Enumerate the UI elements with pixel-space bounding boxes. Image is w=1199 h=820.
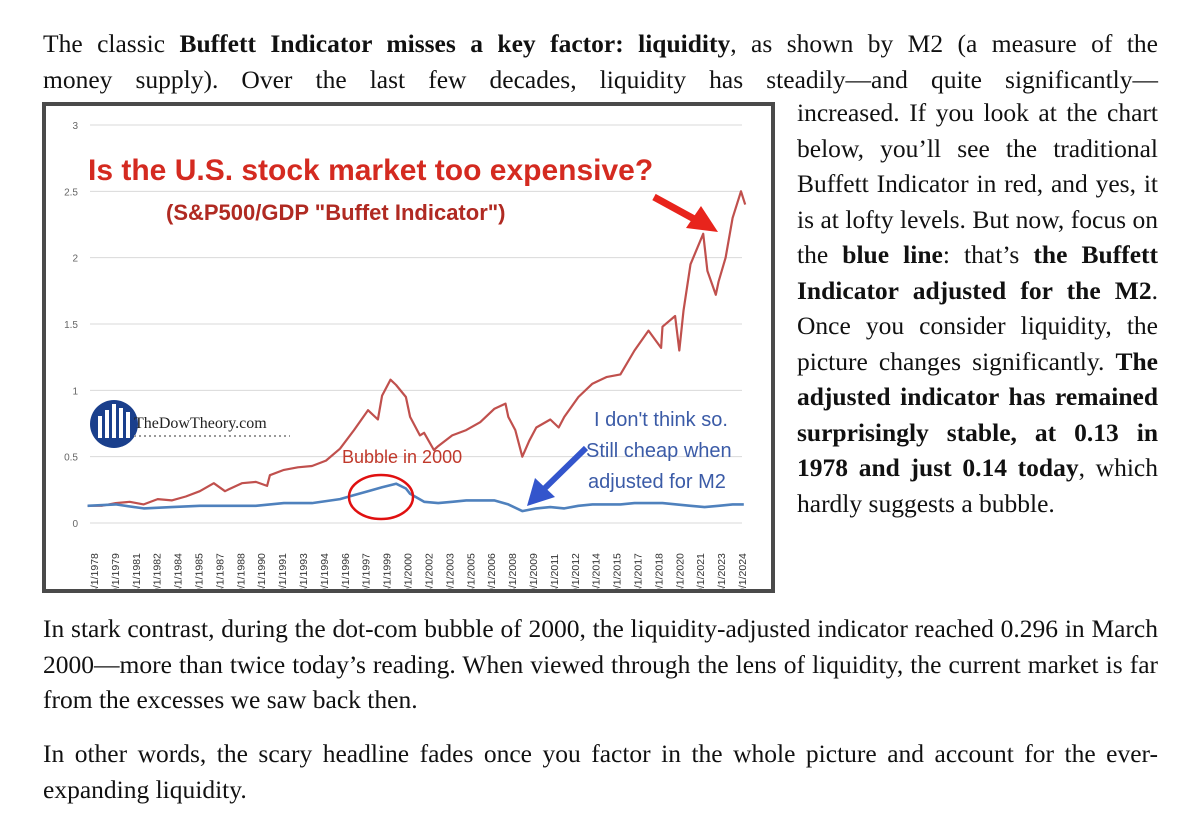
x-tick-label: 9/1/1979	[110, 553, 122, 589]
series-line-m2-adjusted	[87, 482, 744, 513]
x-tick-label: 9/1/1994	[319, 553, 331, 589]
y-tick-label: 0.5	[64, 453, 78, 464]
cheap-annotation-line-3: adjusted for M2	[588, 471, 726, 493]
x-tick-label: 9/1/1982	[152, 553, 164, 589]
cheap-annotation-line-1: I don't think so.	[594, 409, 728, 431]
y-tick-label: 1	[72, 386, 78, 397]
intro-line-2: money supply). Over the last few decades…	[43, 64, 1158, 94]
x-tick-label: 3/1/2020	[674, 553, 686, 589]
red-arrow-icon	[652, 193, 718, 232]
chart-title: Is the U.S. stock market too expensive?	[88, 154, 653, 187]
x-tick-label: 9/1/1985	[194, 553, 206, 589]
buffett-indicator-chart: 0 0.5 1 1.5 2 2.5 3 3/1/1978 9/1/1979 3/1/1981 9/…	[42, 102, 775, 593]
x-tick-label: 9/1/2015	[612, 553, 624, 589]
intro-line-1: The classic Buffett Indicator misses a k…	[43, 29, 1158, 58]
x-tick-label: 9/1/1988	[235, 553, 247, 589]
chart-canvas: 0 0.5 1 1.5 2 2.5 3 3/1/1978 9/1/1979 3/1/1981 9/…	[64, 121, 749, 589]
x-tick-label: 3/1/1996	[340, 553, 352, 589]
x-tick-label: 3/1/2005	[465, 553, 477, 589]
y-axis-ticks: 0 0.5 1 1.5 2 2.5 3	[64, 121, 78, 530]
x-tick-label: 9/1/2012	[570, 553, 582, 589]
x-tick-label: 9/1/2021	[695, 553, 707, 589]
series-line-sp500-gdp	[87, 190, 747, 507]
y-tick-label: 3	[72, 121, 78, 132]
x-tick-label: 9/1/2009	[528, 553, 540, 589]
x-tick-label: 3/1/2014	[591, 553, 603, 589]
x-tick-label: 3/1/2011	[549, 554, 561, 589]
y-tick-label: 2	[72, 254, 78, 265]
x-tick-label: 3/1/1999	[382, 553, 394, 589]
dowtheory-logo: TheDowTheory.com	[90, 400, 290, 448]
logo-text: TheDowTheory.com	[134, 415, 267, 432]
series-layer	[87, 190, 747, 513]
x-tick-label: 3/1/2002	[423, 553, 435, 589]
x-tick-label: 9/1/1991	[277, 553, 289, 589]
x-tick-label: 3/1/2017	[632, 553, 644, 589]
x-tick-label: 9/1/2018	[653, 553, 665, 589]
y-tick-label: 0	[72, 519, 78, 530]
bubble-circle	[347, 473, 415, 521]
x-tick-label: 3/1/1987	[214, 553, 226, 589]
bubble-annotation: Bubble in 2000	[342, 447, 462, 467]
y-tick-label: 2.5	[64, 187, 78, 198]
closing-paragraph: In other words, the scary headline fades…	[43, 739, 1158, 804]
x-tick-label: 9/1/2003	[444, 553, 456, 589]
x-tick-label: 3/1/1990	[256, 553, 268, 589]
x-tick-label: 3/1/2023	[716, 553, 728, 589]
x-tick-label: 3/1/1978	[89, 553, 101, 589]
x-tick-label: 3/1/1981	[131, 553, 143, 589]
x-tick-label: 9/1/2006	[486, 553, 498, 589]
cheap-annotation-line-2: Still cheap when	[586, 440, 732, 462]
x-tick-label: 3/1/2008	[507, 553, 519, 589]
grid-layer	[90, 124, 742, 524]
x-axis-ticks: 3/1/1978 9/1/1979 3/1/1981 9/1/1982 3/1/1984…	[89, 553, 749, 589]
y-tick-label: 1.5	[64, 320, 78, 331]
x-tick-label: 3/1/1993	[298, 553, 310, 589]
blue-arrow-icon	[527, 445, 589, 506]
x-tick-label: 9/1/2024	[737, 553, 749, 589]
intro-paragraph: The classic Buffett Indicator misses a k…	[43, 26, 1158, 97]
x-tick-label: 3/1/1984	[173, 553, 185, 589]
x-tick-label: 9/1/2000	[403, 553, 415, 589]
dotcom-paragraph: In stark contrast, during the dot-com bu…	[43, 614, 1158, 714]
x-tick-label: 9/1/1997	[361, 553, 373, 589]
chart-subtitle: (S&P500/GDP "Buffet Indicator")	[166, 200, 506, 225]
sidebar-paragraph: increased. If you look at the chart belo…	[797, 98, 1159, 518]
